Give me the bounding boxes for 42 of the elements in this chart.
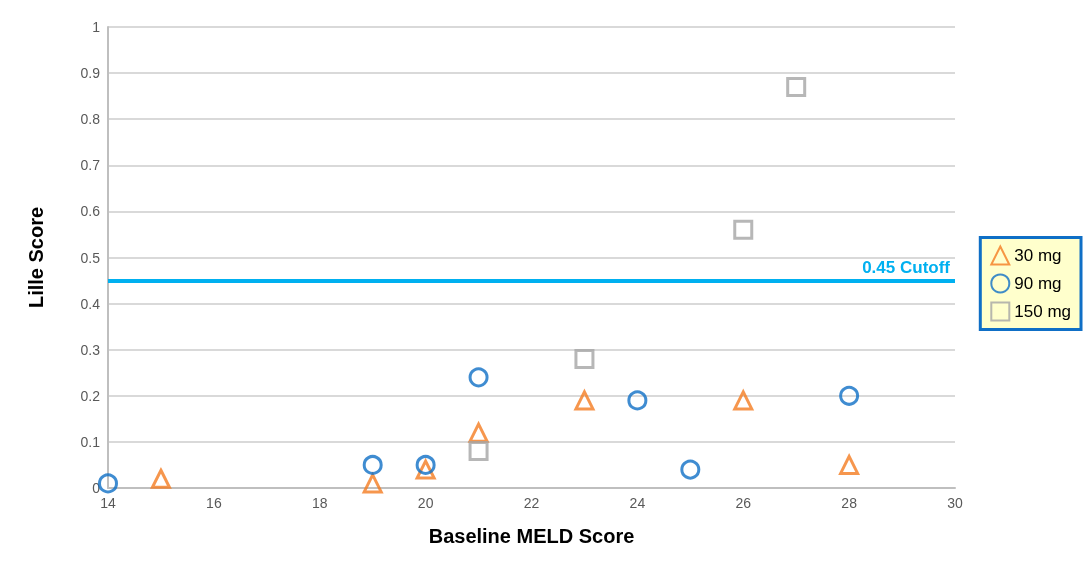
point [98, 473, 118, 494]
legend-label: 30 mg [1014, 246, 1062, 265]
y-tick-label: 0.3 [80, 341, 101, 358]
y-tick-label: 0.9 [80, 65, 101, 82]
x-tick-label: 18 [311, 495, 328, 511]
x-tick-label: 22 [523, 495, 540, 511]
point [680, 459, 701, 480]
point [468, 441, 489, 462]
point [839, 385, 860, 406]
y-axis-title: Lille Score [25, 206, 47, 309]
y-tick-label: 0.8 [80, 111, 101, 128]
point [574, 348, 595, 369]
point [627, 390, 648, 411]
x-tick-label: 16 [206, 495, 222, 511]
x-tick-label: 20 [417, 495, 434, 511]
x-axis-title: Baseline MELD Score [428, 525, 635, 547]
point [786, 76, 807, 97]
point [468, 367, 489, 388]
point [415, 454, 436, 475]
y-tick-label: 0 [92, 480, 101, 496]
y-tick-label: 0.7 [80, 157, 101, 174]
x-tick-label: 28 [841, 495, 858, 511]
y-tick-label: 0.1 [80, 433, 101, 450]
point [733, 219, 754, 240]
point [150, 468, 171, 489]
legend-label: 150 mg [1014, 302, 1071, 321]
x-tick-label: 14 [100, 495, 116, 511]
y-tick-label: 1 [92, 19, 101, 35]
point [733, 390, 754, 411]
point [839, 454, 860, 475]
y-tick-label: 0.2 [80, 387, 101, 404]
x-tick-label: 24 [629, 495, 646, 511]
point [362, 473, 383, 494]
y-tick-label: 0.4 [80, 295, 101, 312]
y-tick-label: 0.5 [80, 249, 101, 266]
point [574, 390, 595, 411]
y-tick-label: 0.6 [80, 203, 101, 220]
x-tick-label: 26 [735, 495, 752, 511]
ref-line-label: 0.45 Cutoff [862, 257, 951, 277]
legend-label: 90 mg [1014, 274, 1062, 293]
x-tick-label: 30 [947, 495, 963, 511]
point [362, 454, 383, 475]
